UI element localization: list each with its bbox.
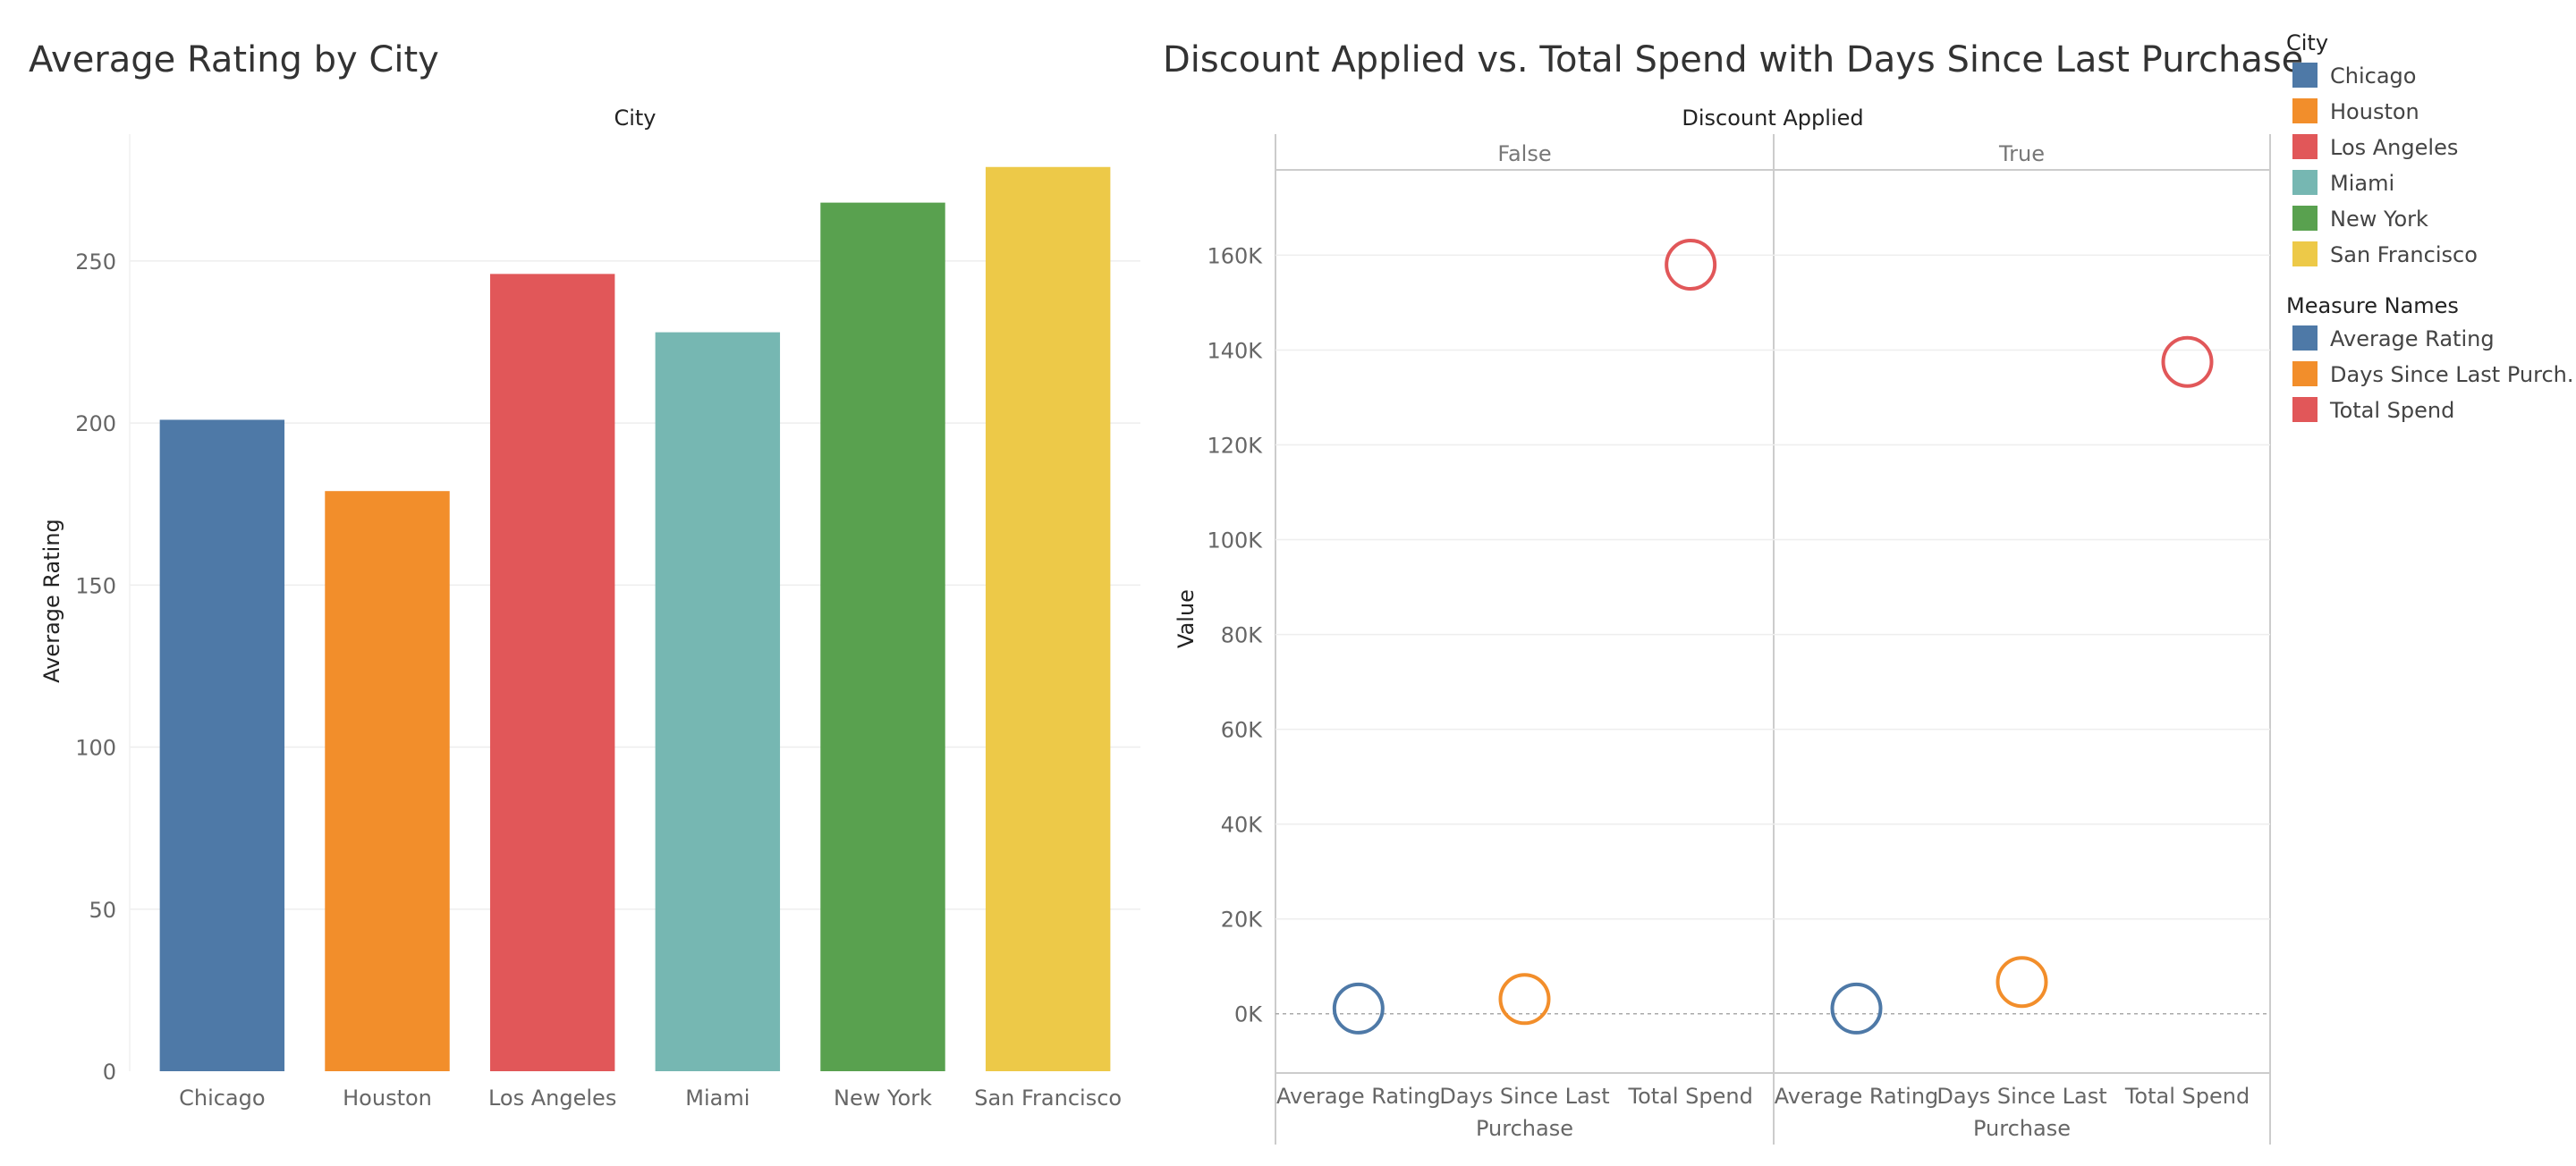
chart1-category-label: Houston xyxy=(343,1086,432,1111)
chart1-bars xyxy=(159,166,1111,1072)
chart1-y-tick: 0 xyxy=(103,1060,116,1085)
chart1-title: Average Rating by City xyxy=(29,39,439,80)
legend-swatch xyxy=(2292,206,2318,231)
chart2-x-label: Days Since Last xyxy=(1936,1084,2106,1109)
chart2-x-label: Total Spend xyxy=(2124,1084,2250,1109)
chart2-x-label: Days Since Last xyxy=(1439,1084,1609,1109)
legend-city-label: New York xyxy=(2330,207,2428,232)
discount-scatter-chart: Discount Applied vs. Total Spend with Da… xyxy=(1163,39,2303,1145)
legend-city-label: Chicago xyxy=(2330,63,2416,89)
chart2-column-header: Discount Applied xyxy=(1682,106,1863,131)
chart2-y-tick: 40K xyxy=(1221,813,1264,838)
chart2-points xyxy=(1332,239,2214,1035)
bar-new-york xyxy=(820,202,945,1071)
chart2-y-tick: 140K xyxy=(1207,338,1263,363)
point-true-days-since-last-purchase xyxy=(1996,956,2048,1009)
legend-measure-label: Average Rating xyxy=(2330,326,2495,351)
legend-swatch xyxy=(2292,134,2318,159)
point-false-average-rating xyxy=(1332,982,1385,1035)
chart1-column-header: City xyxy=(614,106,656,131)
chart2-y-tick: 0K xyxy=(1234,1002,1263,1027)
chart1-y-tick: 200 xyxy=(75,411,116,436)
bar-los-angeles xyxy=(489,274,615,1071)
chart2-gridlines xyxy=(1275,254,2270,1015)
chart1-y-tick: 250 xyxy=(75,249,116,275)
chart2-x-label: Purchase xyxy=(1476,1116,1573,1141)
chart1-y-tick: 150 xyxy=(75,573,116,598)
legend-swatch xyxy=(2292,241,2318,266)
legend-city-label: Los Angeles xyxy=(2330,135,2458,160)
bar-chicago xyxy=(159,419,285,1072)
chart2-y-tick: 120K xyxy=(1207,434,1263,459)
chart1-y-tick: 100 xyxy=(75,736,116,761)
chart2-title: Discount Applied vs. Total Spend with Da… xyxy=(1163,39,2303,80)
legend: City Chicago Houston Los Angeles Miami New Y… xyxy=(2286,30,2576,423)
chart1-gridlines xyxy=(129,134,1140,1071)
legend-city-label: Houston xyxy=(2330,99,2419,124)
chart2-y-tick: 100K xyxy=(1207,528,1263,553)
chart2-y-ticks: 0K 20K 40K 60K 80K 100K 120K 140K 160K xyxy=(1207,243,1263,1027)
chart2-y-tick: 20K xyxy=(1221,908,1264,933)
legend-measure-label: Days Since Last Purch.. xyxy=(2330,362,2576,387)
chart2-x-label: Average Rating xyxy=(1276,1084,1441,1109)
bar-miami xyxy=(655,332,781,1072)
legend-swatch xyxy=(2292,397,2318,422)
average-rating-chart: Average Rating by City City Average Rati… xyxy=(29,39,1140,1111)
legend-swatch xyxy=(2292,325,2318,351)
chart1-category-label: New York xyxy=(834,1086,932,1111)
legend-measure-label: Total Spend xyxy=(2329,398,2454,423)
chart1-y-tick: 50 xyxy=(89,898,116,923)
point-true-total-spend xyxy=(2161,335,2214,388)
legend-city-title: City xyxy=(2286,30,2328,55)
legend-city-label: San Francisco xyxy=(2330,242,2478,267)
legend-swatch xyxy=(2292,63,2318,88)
chart1-y-ticks: 0 50 100 150 200 250 xyxy=(75,249,116,1085)
chart2-facet-label: False xyxy=(1497,141,1551,166)
chart2-x-label: Purchase xyxy=(1973,1116,2071,1141)
chart1-category-label: Los Angeles xyxy=(488,1086,616,1111)
legend-measure-title: Measure Names xyxy=(2286,293,2459,318)
chart2-x-label: Total Spend xyxy=(1627,1084,1752,1109)
chart1-category-label: Miami xyxy=(685,1086,750,1111)
legend-swatch xyxy=(2292,170,2318,195)
point-true-average-rating xyxy=(1830,982,1883,1035)
chart2-facet-label: True xyxy=(1998,141,2045,166)
legend-swatch xyxy=(2292,361,2318,386)
bar-san-francisco xyxy=(985,166,1111,1071)
legend-city-label: Miami xyxy=(2330,171,2394,196)
chart2-y-axis-label: Value xyxy=(1174,589,1199,648)
legend-city-items: Chicago Houston Los Angeles Miami New York Sa… xyxy=(2292,63,2478,267)
legend-swatch xyxy=(2292,98,2318,123)
point-false-total-spend xyxy=(1665,239,1717,292)
chart2-y-tick: 60K xyxy=(1221,718,1264,743)
chart1-category-labels: Chicago Houston Los Angeles Miami New York Sa… xyxy=(179,1086,1122,1111)
chart2-facet-labels: False True xyxy=(1497,141,2045,166)
chart2-frame xyxy=(1275,134,2271,1145)
chart2-x-label: Average Rating xyxy=(1775,1084,1939,1109)
chart2-y-tick: 80K xyxy=(1221,623,1264,648)
chart1-category-label: Chicago xyxy=(179,1086,265,1111)
chart2-y-tick: 160K xyxy=(1207,243,1263,268)
chart1-y-axis-label: Average Rating xyxy=(39,519,64,683)
chart1-category-label: San Francisco xyxy=(974,1086,1122,1111)
bar-houston xyxy=(325,491,450,1071)
legend-measure-items: Average Rating Days Since Last Purch.. Tot… xyxy=(2292,325,2576,423)
point-false-days-since-last-purchase xyxy=(1498,973,1551,1026)
